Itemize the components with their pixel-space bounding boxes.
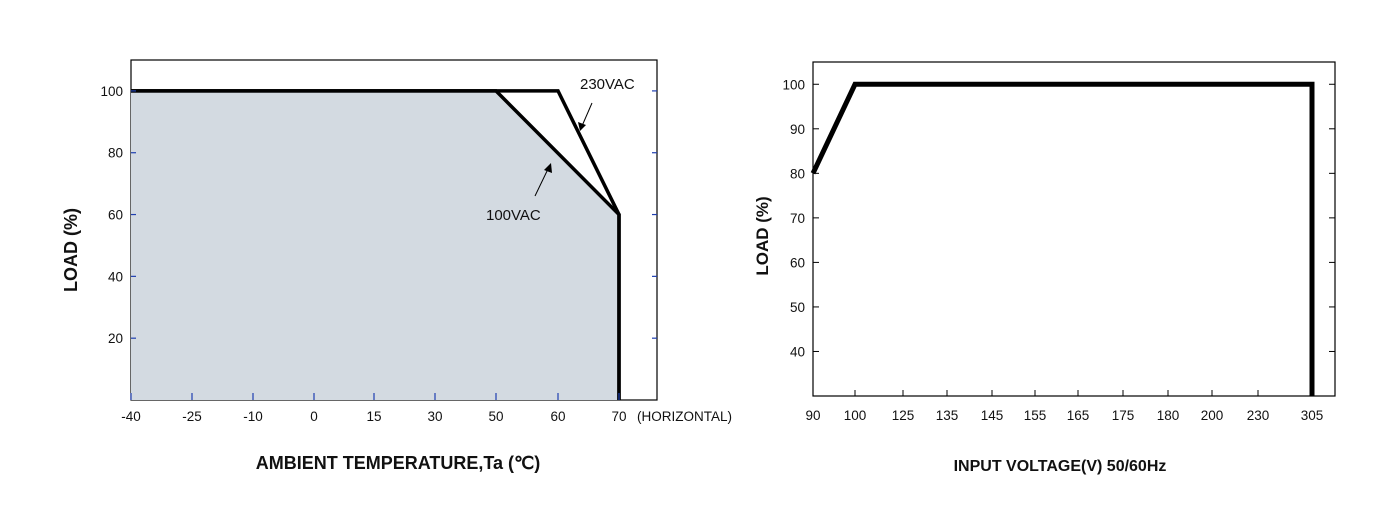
- x-tick-label: 180: [1157, 408, 1180, 423]
- x-tick-label: 145: [981, 408, 1004, 423]
- x-tick-label: 100: [844, 408, 867, 423]
- x-axis-title: AMBIENT TEMPERATURE,Ta (℃): [256, 453, 541, 473]
- x-tick-label: 165: [1067, 408, 1090, 423]
- annotation-arrow-100VAC: [534, 168, 549, 197]
- x-tick-label: -40: [121, 409, 141, 424]
- x-tick-label: 90: [805, 408, 820, 423]
- x-tick-label: 305: [1301, 408, 1324, 423]
- y-tick-label: 80: [108, 146, 123, 161]
- y-axis-title: LOAD (%): [61, 208, 81, 292]
- x-tick-label: 70: [611, 409, 626, 424]
- y-tick-label: 60: [108, 208, 123, 223]
- y-tick-label: 100: [100, 84, 123, 99]
- y-tick-label: 60: [790, 255, 805, 270]
- y-axis-title: LOAD (%): [753, 196, 772, 275]
- y-tick-label: 90: [790, 122, 805, 137]
- y-tick-label: 80: [790, 166, 805, 181]
- series-line-0: [810, 81, 1315, 396]
- x-axis-suffix: (HORIZONTAL): [637, 409, 732, 424]
- x-tick-label: -10: [243, 409, 263, 424]
- x-tick-label: 50: [488, 409, 503, 424]
- x-tick-label: 175: [1112, 408, 1135, 423]
- x-tick-label: 15: [366, 409, 381, 424]
- series-line-230VAC: [131, 89, 621, 400]
- arrow-head-100VAC: [544, 163, 552, 173]
- x-tick-label: 0: [310, 409, 318, 424]
- y-tick-label: 40: [790, 344, 805, 359]
- series-area-100VAC: [131, 90, 619, 400]
- y-tick-label: 70: [790, 211, 805, 226]
- x-tick-label: 125: [892, 408, 915, 423]
- y-tick-label: 40: [108, 269, 123, 284]
- y-tick-label: 100: [782, 77, 805, 92]
- x-tick-label: -25: [182, 409, 202, 424]
- x-tick-label: 135: [936, 408, 959, 423]
- x-axis-title: INPUT VOLTAGE(V) 50/60Hz: [954, 458, 1167, 475]
- y-tick-label: 20: [108, 331, 123, 346]
- x-tick-label: 155: [1024, 408, 1047, 423]
- annotation-100VAC: 100VAC: [486, 207, 541, 224]
- x-tick-label: 200: [1201, 408, 1224, 423]
- x-tick-label: 30: [427, 409, 442, 424]
- x-tick-label: 230: [1247, 408, 1270, 423]
- annotation-230VAC: 230VAC: [580, 76, 635, 93]
- plot-frame: [812, 61, 1336, 397]
- x-tick-label: 60: [550, 409, 565, 424]
- arrow-head-230VAC: [578, 122, 586, 131]
- y-tick-label: 50: [790, 300, 805, 315]
- annotation-arrow-230VAC: [581, 102, 593, 127]
- derating-temperature-chart: 20 40 60 80 100 -40 -25 -10 0 15 30 50 60 70 (HORIZONT…: [61, 59, 732, 473]
